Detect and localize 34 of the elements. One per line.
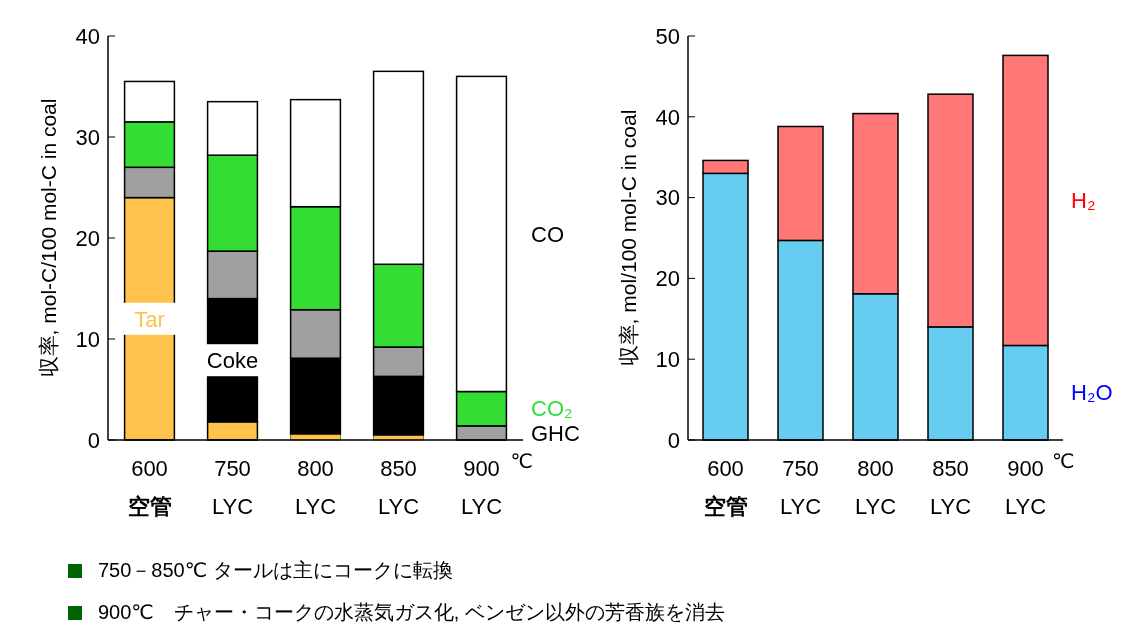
series-label: Coke <box>206 347 259 373</box>
x-tick-label: 750 LYC <box>779 456 822 519</box>
x-tick-label: 800 LYC <box>294 456 337 519</box>
series-label: Tar <box>134 306 165 332</box>
x-tick-label: 800 LYC <box>854 456 897 519</box>
text: 750－850℃ タールは主にコークに転換 <box>98 559 453 581</box>
y-axis-title: 収率, mol-C/100 mol-C in coal <box>37 98 60 378</box>
text: 900℃ チャー・コークの水蒸気ガス化, ベンゼン以外の芳香族を消去 <box>98 601 725 623</box>
y-tick-label: 40 <box>75 23 100 49</box>
y-tick-label: 50 <box>655 23 680 49</box>
series-label: CO <box>531 221 564 247</box>
series-label: GHC <box>531 420 580 446</box>
y-tick-label: 0 <box>87 427 100 453</box>
x-tick-label: 600 空管 <box>127 456 172 519</box>
x-tick-label: 850 LYC <box>377 456 420 519</box>
x-tick-label: 750 LYC <box>211 456 254 519</box>
series-label: H₂ <box>1071 188 1096 214</box>
x-tick-label: 900 LYC <box>1004 456 1047 519</box>
y-axis-title: 収率, mol/100 mol-C in coal <box>617 109 640 367</box>
y-tick-label: 0 <box>667 427 680 453</box>
y-tick-label: 10 <box>75 326 100 352</box>
y-tick-label: 20 <box>75 225 100 251</box>
x-tick-label: 850 LYC <box>929 456 972 519</box>
y-tick-label: 30 <box>655 185 680 211</box>
series-label: H₂O <box>1071 380 1113 406</box>
x-tick-label: 600 空管 <box>703 456 748 519</box>
x-tick-label: 900 LYC <box>460 456 503 519</box>
y-tick-label: 30 <box>75 124 100 150</box>
x-axis-title: ℃ <box>1052 450 1075 472</box>
x-axis-title: ℃ <box>510 450 533 472</box>
y-tick-label: 10 <box>655 346 680 372</box>
y-tick-label: 40 <box>655 104 680 130</box>
y-tick-label: 20 <box>655 266 680 292</box>
series-label: CO₂ <box>531 396 573 422</box>
